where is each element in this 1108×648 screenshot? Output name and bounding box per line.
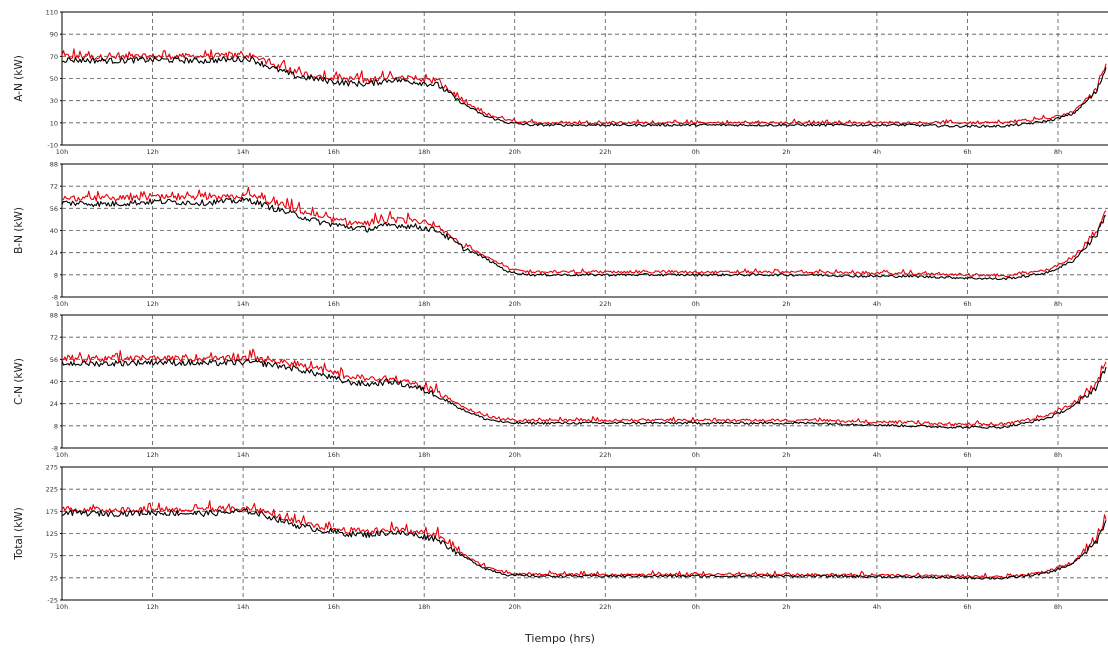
x-tick-label: 16h [327, 148, 339, 156]
x-tick-label: 0h [692, 300, 700, 308]
x-tick-label: 0h [692, 451, 700, 459]
x-tick-label: 6h [963, 300, 971, 308]
x-tick-label: 12h [146, 451, 158, 459]
y-tick-label: 90 [50, 31, 58, 39]
x-tick-label: 18h [418, 148, 430, 156]
x-tick-label: 2h [782, 603, 790, 611]
x-tick-label: 2h [782, 451, 790, 459]
x-tick-label: 14h [237, 603, 249, 611]
y-axis-label: B-N (kW) [13, 207, 25, 254]
x-tick-label: 0h [692, 148, 700, 156]
series-line [61, 358, 1107, 429]
y-tick-label: 88 [50, 161, 58, 169]
y-tick-label: 56 [50, 356, 58, 364]
y-tick-label: -8 [52, 445, 58, 453]
x-tick-label: 4h [873, 451, 881, 459]
y-tick-label: 24 [50, 400, 58, 408]
x-tick-label: 20h [509, 451, 521, 459]
x-tick-label: 22h [599, 148, 611, 156]
x-tick-label: 18h [418, 300, 430, 308]
y-tick-label: 56 [50, 205, 58, 213]
x-tick-label: 0h [692, 603, 700, 611]
y-tick-label: 72 [50, 183, 58, 191]
x-tick-label: 20h [509, 148, 521, 156]
series-line [61, 197, 1106, 281]
x-tick-label: 10h [56, 451, 68, 459]
x-axis-label: Tiempo (hrs) [524, 632, 595, 645]
x-tick-label: 18h [418, 451, 430, 459]
x-tick-label: 8h [1054, 451, 1062, 459]
series-line [61, 55, 1107, 128]
y-tick-label: 50 [50, 75, 58, 83]
x-tick-label: 2h [782, 148, 790, 156]
y-tick-label: -25 [47, 597, 58, 605]
x-tick-label: 10h [56, 148, 68, 156]
x-tick-label: 8h [1054, 300, 1062, 308]
x-tick-label: 6h [963, 451, 971, 459]
x-tick-label: 12h [146, 603, 158, 611]
y-tick-label: -8 [52, 294, 58, 302]
x-tick-label: 14h [237, 300, 249, 308]
y-axis-label: A-N (kW) [13, 55, 25, 102]
x-tick-label: 10h [56, 300, 68, 308]
x-tick-label: 20h [509, 300, 521, 308]
series-line [61, 500, 1107, 579]
y-axis-label: Total (kW) [13, 507, 25, 561]
x-tick-label: 4h [873, 148, 881, 156]
series-line [61, 48, 1107, 125]
x-tick-label: 8h [1054, 148, 1062, 156]
y-tick-label: 24 [50, 249, 58, 257]
y-tick-label: 75 [50, 552, 58, 560]
y-axis-label: C-N (kW) [13, 358, 25, 405]
series-line [61, 186, 1107, 278]
y-tick-label: 10 [50, 119, 58, 127]
y-tick-label: 110 [46, 9, 58, 17]
y-tick-label: 40 [50, 378, 58, 386]
x-tick-label: 12h [146, 148, 158, 156]
series-line [61, 348, 1107, 427]
y-tick-label: -10 [47, 142, 58, 150]
x-tick-label: 4h [873, 603, 881, 611]
y-tick-label: 225 [46, 486, 58, 494]
y-tick-label: 70 [50, 53, 58, 61]
x-tick-label: 14h [237, 451, 249, 459]
x-tick-label: 16h [327, 603, 339, 611]
y-tick-label: 175 [46, 508, 58, 516]
y-tick-label: 88 [50, 312, 58, 320]
y-tick-label: 8 [54, 422, 58, 430]
x-tick-label: 6h [963, 148, 971, 156]
x-tick-label: 16h [327, 300, 339, 308]
x-tick-label: 6h [963, 603, 971, 611]
x-tick-label: 2h [782, 300, 790, 308]
x-tick-label: 20h [509, 603, 521, 611]
x-tick-label: 18h [418, 603, 430, 611]
x-tick-label: 14h [237, 148, 249, 156]
y-tick-label: 25 [50, 574, 58, 582]
x-tick-label: 10h [56, 603, 68, 611]
x-tick-label: 4h [873, 300, 881, 308]
series-line [61, 508, 1107, 580]
x-tick-label: 22h [599, 300, 611, 308]
y-tick-label: 72 [50, 334, 58, 342]
x-tick-label: 16h [327, 451, 339, 459]
y-tick-label: 125 [46, 530, 58, 538]
y-tick-label: 8 [54, 271, 58, 279]
y-tick-label: 275 [46, 464, 58, 472]
y-tick-label: 40 [50, 227, 58, 235]
x-tick-label: 22h [599, 603, 611, 611]
x-tick-label: 12h [146, 300, 158, 308]
x-tick-label: 8h [1054, 603, 1062, 611]
y-tick-label: 30 [50, 97, 58, 105]
x-tick-label: 22h [599, 451, 611, 459]
